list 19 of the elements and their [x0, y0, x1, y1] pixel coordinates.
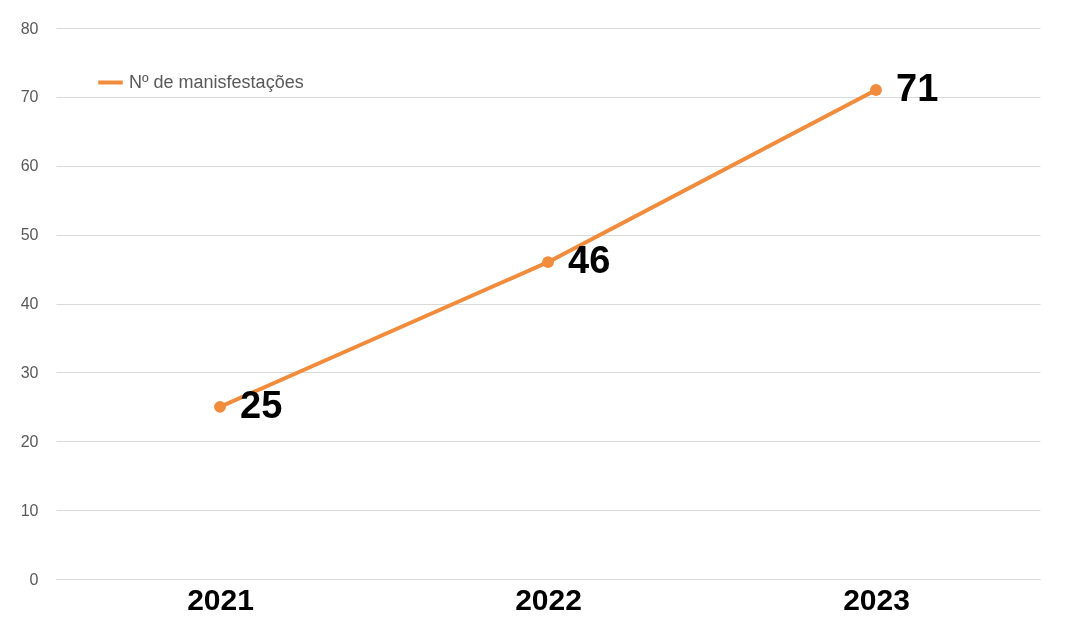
- y-tick-label: 50: [20, 226, 39, 244]
- data-label: 46: [568, 239, 611, 282]
- y-tick-label: 40: [20, 295, 39, 312]
- legend-label: Nº de manisfestações: [129, 71, 304, 92]
- y-tick-label: 30: [20, 363, 39, 381]
- y-tick-label: 80: [20, 19, 39, 37]
- point: [214, 400, 226, 413]
- x-tick-label: 2023: [843, 582, 910, 616]
- data-label: 25: [240, 383, 283, 426]
- y-tick-label: 70: [20, 88, 39, 106]
- y-tick-label: 20: [20, 432, 39, 450]
- x-tick-label: 2021: [187, 582, 254, 616]
- y-tick-label: 10: [20, 501, 39, 519]
- data-label: 71: [896, 66, 939, 109]
- y-tick-label: 0: [29, 570, 39, 588]
- point: [870, 84, 882, 96]
- point: [542, 256, 554, 269]
- y-tick-label: 60: [20, 157, 39, 175]
- x-tick-label: 2022: [515, 582, 582, 616]
